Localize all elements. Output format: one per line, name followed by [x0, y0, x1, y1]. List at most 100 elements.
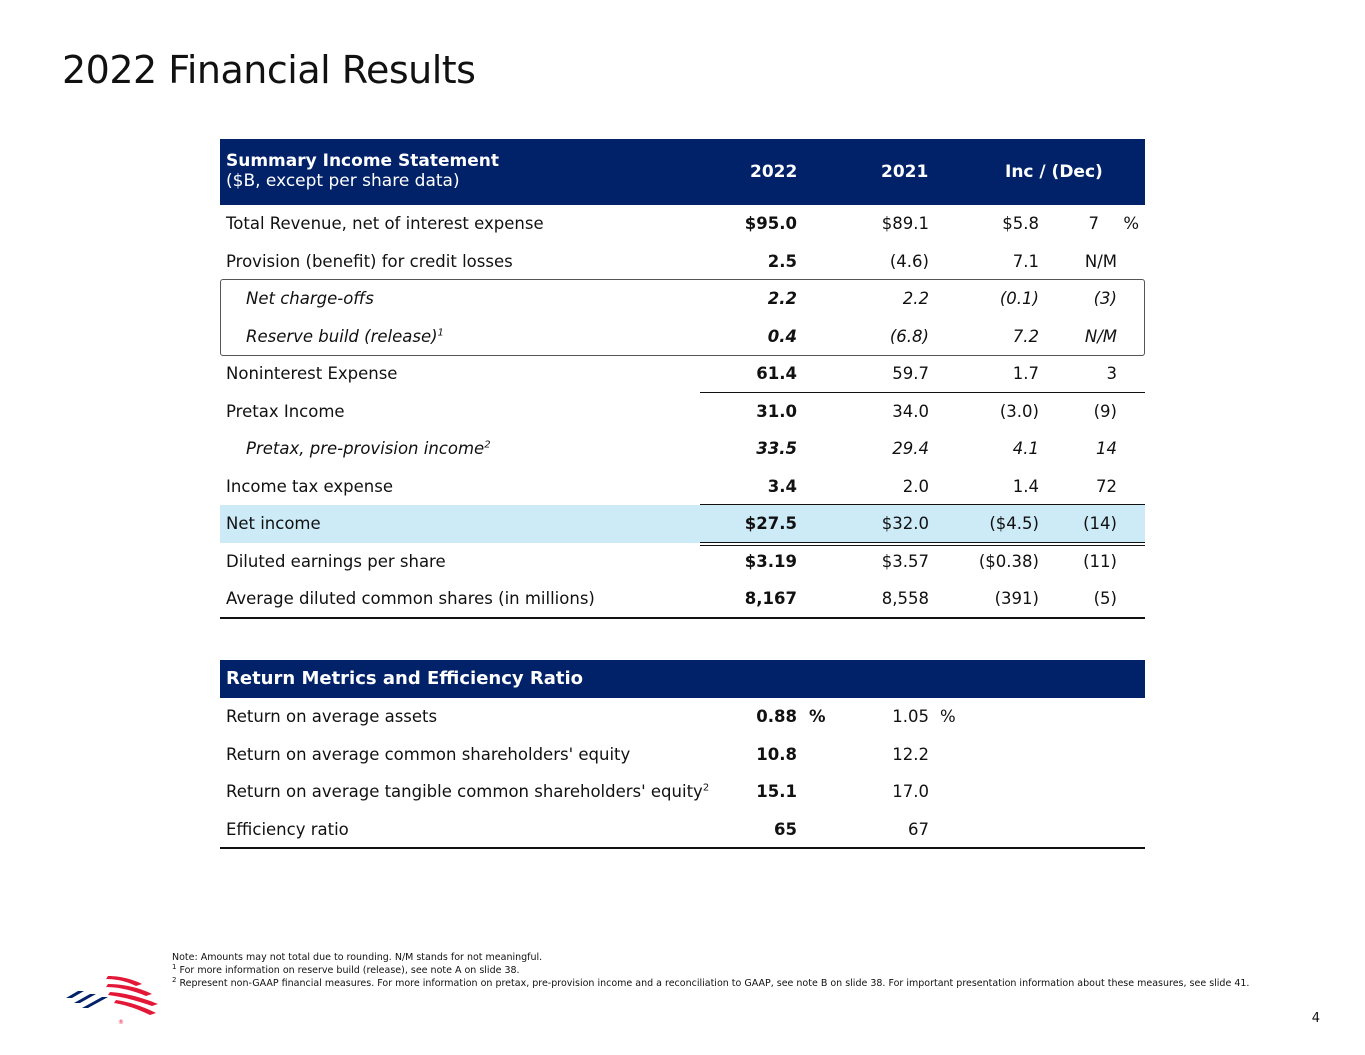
- value-2021: 34.0: [892, 401, 929, 421]
- value-2022: 0.4: [767, 326, 797, 346]
- table-row: Net charge-offs 2.2 2.2 (0.1) (3): [220, 280, 1145, 318]
- percent-sign: %: [1123, 214, 1139, 233]
- table-row: Pretax, pre-provision income2 33.5 29.4 4.1…: [220, 430, 1145, 468]
- value-2021: (4.6): [889, 251, 929, 271]
- income-statement-subtitle: ($B, except per share data): [226, 171, 460, 191]
- value-2022: 3.4: [767, 476, 797, 496]
- value-2022: $27.5: [744, 514, 797, 533]
- value-2021: 17.0: [892, 782, 929, 801]
- value-2021: 29.4: [892, 439, 929, 458]
- table-row: Efficiency ratio 65 67: [220, 811, 1145, 849]
- row-label: Income tax expense: [226, 476, 394, 496]
- row-label: Reserve build (release)1: [246, 326, 444, 346]
- value-2022: 31.0: [756, 401, 797, 421]
- table-row: Income tax expense 3.4 2.0 1.4 72: [220, 468, 1145, 506]
- page-title: 2022 Financial Results: [62, 48, 476, 92]
- table-row: Return on average tangible common shareh…: [220, 773, 1145, 811]
- row-label: Average diluted common shares (in millio…: [226, 589, 595, 608]
- return-metrics-title: Return Metrics and Efficiency Ratio: [226, 668, 584, 689]
- value-pct-change: (14): [1083, 514, 1117, 533]
- bank-logo-icon: ®: [64, 974, 160, 1030]
- income-statement-table: Summary Income Statement ($B, except per…: [220, 139, 1145, 619]
- table-row: Reserve build (release)1 0.4 (6.8) 7.2 N/M: [220, 318, 1145, 356]
- value-pct-change: 7: [1088, 214, 1100, 233]
- row-label: Diluted earnings per share: [226, 551, 446, 571]
- col-header-2021: 2021: [881, 162, 929, 182]
- value-2021: $89.1: [881, 214, 929, 233]
- value-change: 7.2: [1012, 326, 1039, 346]
- value-change: (0.1): [999, 289, 1039, 308]
- value-2022: 61.4: [756, 364, 797, 383]
- value-2021: 2.2: [902, 289, 929, 308]
- svg-text:®: ®: [118, 1019, 124, 1026]
- value-pct-change: 3: [1106, 364, 1118, 383]
- row-label: Return on average tangible common shareh…: [226, 782, 710, 801]
- row-label: Return on average assets: [226, 707, 438, 726]
- row-label: Pretax Income: [226, 401, 345, 421]
- percent-sign: %: [809, 707, 826, 726]
- value-2022: $3.19: [744, 551, 797, 571]
- value-change: 1.4: [1012, 476, 1039, 496]
- row-label: Total Revenue, net of interest expense: [226, 214, 544, 233]
- value-change: ($4.5): [989, 514, 1039, 533]
- table-rule: [700, 541, 1145, 546]
- value-change: (3.0): [999, 401, 1039, 421]
- row-label: Pretax, pre-provision income2: [246, 439, 491, 458]
- table-row: Noninterest Expense 61.4 59.7 1.7 3: [220, 355, 1145, 393]
- table-row: Net income $27.5 $32.0 ($4.5) (14): [220, 505, 1145, 543]
- value-pct-change: (11): [1083, 551, 1117, 571]
- value-2021: 59.7: [892, 364, 929, 383]
- table-row: Average diluted common shares (in millio…: [220, 580, 1145, 618]
- table-rule: [700, 391, 1145, 393]
- value-change: 1.7: [1012, 364, 1039, 383]
- value-2021: 2.0: [902, 476, 929, 496]
- table-row: Pretax Income 31.0 34.0 (3.0) (9): [220, 393, 1145, 431]
- table-rule: [220, 616, 1145, 619]
- value-change: 7.1: [1012, 251, 1039, 271]
- income-statement-header: Summary Income Statement ($B, except per…: [220, 139, 1145, 205]
- table-row: Total Revenue, net of interest expense $9…: [220, 205, 1145, 243]
- note-1: 1 For more information on reserve build …: [172, 962, 520, 976]
- col-header-change: Inc / (Dec): [1005, 162, 1103, 182]
- value-2021: 1.05: [892, 707, 929, 726]
- value-change: (391): [994, 589, 1039, 608]
- value-pct-change: (9): [1093, 401, 1117, 421]
- value-2022: 15.1: [756, 782, 797, 801]
- footnotes: Note: Amounts may not total due to round…: [172, 951, 1292, 990]
- value-2021: 8,558: [881, 589, 929, 608]
- table-row: Diluted earnings per share $3.19 $3.57 ($0.…: [220, 543, 1145, 581]
- page-number: 4: [1311, 1011, 1320, 1026]
- row-label: Net income: [226, 514, 321, 533]
- value-pct-change: N/M: [1084, 326, 1117, 346]
- value-2021: $32.0: [881, 514, 929, 533]
- value-change: $5.8: [1002, 214, 1039, 233]
- value-2021: 12.2: [892, 744, 929, 764]
- note-main: Note: Amounts may not total due to round…: [172, 952, 543, 963]
- value-pct-change: 14: [1096, 439, 1117, 458]
- row-label: Efficiency ratio: [226, 819, 349, 839]
- value-2022: 2.2: [767, 289, 797, 308]
- row-label: Provision (benefit) for credit losses: [226, 251, 513, 271]
- row-label: Noninterest Expense: [226, 364, 398, 383]
- value-pct-change: (3): [1093, 289, 1117, 308]
- value-2021: (6.8): [889, 326, 929, 346]
- value-pct-change: 72: [1096, 476, 1117, 496]
- table-row: Return on average common shareholders' e…: [220, 736, 1145, 774]
- value-2022: 2.5: [767, 251, 797, 271]
- return-metrics-table: Return Metrics and Efficiency Ratio Retu…: [220, 660, 1145, 849]
- return-metrics-rows: Return on average assets 0.88 1.05%% Return…: [220, 698, 1145, 848]
- row-label: Net charge-offs: [246, 289, 374, 308]
- value-2022: 33.5: [756, 439, 797, 458]
- row-label: Return on average common shareholders' e…: [226, 744, 631, 764]
- value-change: 4.1: [1012, 439, 1039, 458]
- value-2022: 8,167: [744, 589, 797, 608]
- col-header-2022: 2022: [750, 162, 798, 182]
- return-metrics-header: Return Metrics and Efficiency Ratio: [220, 660, 1145, 698]
- income-statement-rows: Total Revenue, net of interest expense $9…: [220, 205, 1145, 618]
- value-2021: 67: [908, 819, 929, 839]
- table-rule: [220, 847, 1145, 849]
- value-2022: 10.8: [756, 744, 797, 764]
- percent-sign: %: [940, 707, 956, 726]
- income-statement-title: Summary Income Statement: [226, 151, 499, 171]
- value-2022: $95.0: [744, 214, 797, 233]
